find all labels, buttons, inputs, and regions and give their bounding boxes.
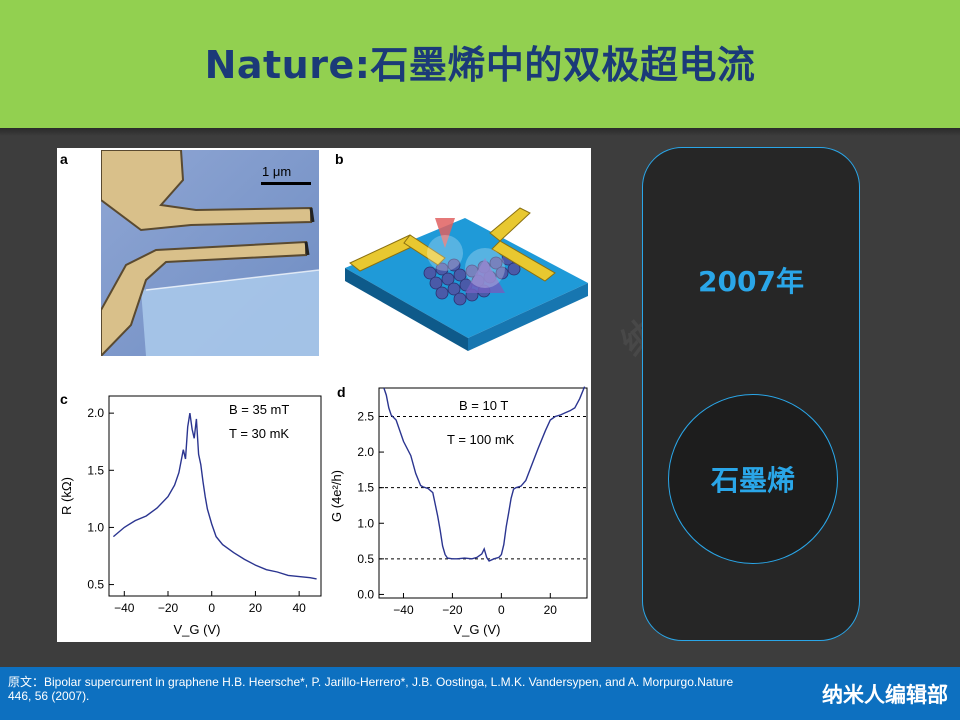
chart-c-series-line (112, 412, 317, 580)
y-tick-label: 2.0 (87, 406, 104, 420)
chart-d-xlabel: V_G (V) (454, 622, 501, 637)
x-tick-label: 0 (498, 603, 505, 617)
chart-d-annotation-t: T = 100 mK (447, 432, 515, 447)
chart-d-ylabel: G (4e²/h) (329, 470, 344, 522)
y-tick-label: 0.5 (87, 578, 104, 592)
slide-title: Nature:石墨烯中的双极超电流 (204, 43, 756, 87)
scale-bar (261, 182, 311, 185)
chart-d-series-line (383, 386, 586, 562)
y-tick-label: 0.0 (357, 587, 374, 601)
chart-c-annotation-b: B = 35 mT (229, 402, 289, 417)
x-tick-label: 40 (292, 601, 306, 615)
paper-figure: a b c d 1 μm (57, 148, 591, 642)
chart-c-frame (108, 395, 322, 597)
x-tick-label: 20 (249, 601, 263, 615)
y-tick-label: 2.0 (357, 445, 374, 459)
side-panel: 2007年 石墨烯 (642, 147, 860, 641)
y-tick-label: 0.5 (357, 552, 374, 566)
y-tick-label: 1.0 (357, 516, 374, 530)
y-tick-label: 1.0 (87, 520, 104, 534)
x-tick-label: −20 (158, 601, 179, 615)
panel-letter-a: a (60, 151, 68, 167)
x-tick-label: −20 (442, 603, 463, 617)
chart-d: 2.5 2.0 1.5 1.0 0.5 0.0 −40 −20 0 20 B = 10 T T … (329, 386, 588, 637)
brand-label: 纳米人编辑部 (822, 683, 948, 707)
y-tick-label: 1.5 (357, 481, 374, 495)
afm-image (101, 150, 319, 356)
material-circle: 石墨烯 (668, 394, 838, 564)
title-bar-shadow (0, 128, 960, 136)
chart-c-annotation-t: T = 30 mK (229, 426, 289, 441)
x-tick-label: −40 (393, 603, 414, 617)
citation-text: 原文：Bipolar supercurrent in graphene H.B.… (8, 675, 734, 703)
scale-bar-label: 1 μm (262, 164, 292, 179)
panel-letter-d: d (337, 384, 346, 400)
y-tick-label: 1.5 (87, 463, 104, 477)
chart-d-frame (378, 387, 588, 599)
material-label: 石墨烯 (710, 464, 795, 497)
x-tick-label: −40 (114, 601, 135, 615)
panel-letter-b: b (335, 151, 344, 167)
chart-d-annotation-b: B = 10 T (459, 398, 508, 413)
x-tick-label: 0 (208, 601, 215, 615)
chart-c-xlabel: V_G (V) (174, 622, 221, 637)
year-label: 2007年 (698, 265, 804, 298)
panel-letter-c: c (60, 391, 68, 407)
x-tick-label: 20 (544, 603, 558, 617)
title-bar (0, 0, 960, 128)
footer-bar: 原文：Bipolar supercurrent in graphene H.B.… (0, 667, 960, 720)
y-tick-label: 2.5 (357, 409, 374, 423)
device-schematic (340, 173, 590, 353)
afm-micrograph (101, 150, 319, 356)
chart-c: 2.0 1.5 1.0 0.5 −40 −20 0 20 40 B = 35 mT T = 3… (59, 395, 322, 637)
chart-c-ylabel: R (kΩ) (59, 477, 74, 515)
schematic-illustration (345, 207, 588, 351)
